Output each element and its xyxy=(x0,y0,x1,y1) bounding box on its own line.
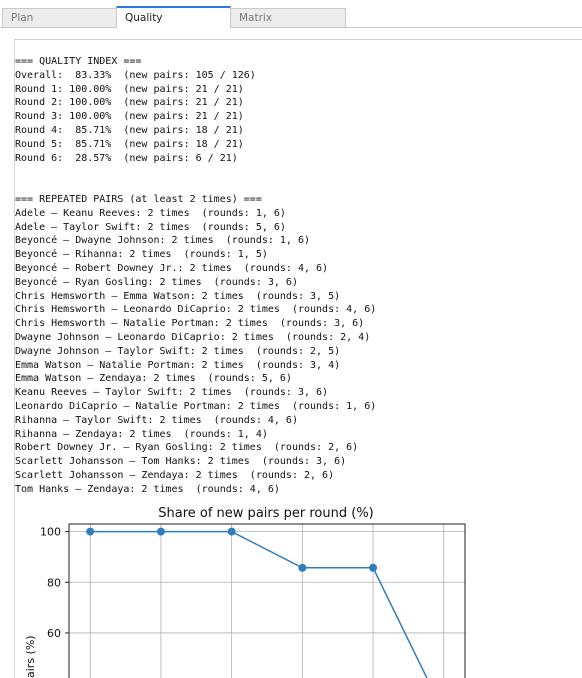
report-line: Rihanna – Zendaya: 2 times (rounds: 1, 4… xyxy=(15,428,268,440)
report-line: Dwayne Johnson – Taylor Swift: 2 times (… xyxy=(15,345,341,357)
report-line: Chris Hemsworth – Natalie Portman: 2 tim… xyxy=(15,318,365,330)
report-line: Overall: 83.33% (new pairs: 105 / 126) xyxy=(15,69,256,81)
data-point xyxy=(86,527,95,536)
report-line: Adele – Taylor Swift: 2 times (rounds: 5… xyxy=(15,221,286,233)
data-point xyxy=(298,563,307,572)
report-line: Emma Watson – Natalie Portman: 2 times (… xyxy=(15,359,341,371)
report-line: Round 3: 100.00% (new pairs: 21 / 21) xyxy=(15,111,244,123)
report-line: === REPEATED PAIRS (at least 2 times) ==… xyxy=(15,193,262,205)
tab-plan[interactable]: Plan xyxy=(2,8,117,27)
report-line: Round 1: 100.00% (new pairs: 21 / 21) xyxy=(15,83,244,95)
report-line xyxy=(15,165,575,179)
report-line: Adele – Keanu Reeves: 2 times (rounds: 1… xyxy=(15,207,286,219)
report-line: Keanu Reeves – Taylor Swift: 2 times (ro… xyxy=(15,387,329,399)
report-line: Beyoncé – Robert Downey Jr.: 2 times (ro… xyxy=(15,262,329,274)
report-line: === QUALITY INDEX === xyxy=(15,56,142,67)
report-line: Round 6: 28.57% (new pairs: 6 / 21) xyxy=(15,152,238,164)
tab-quality[interactable]: Quality xyxy=(116,6,231,28)
report-line: Chris Hemsworth – Leonardo DiCaprio: 2 t… xyxy=(15,304,377,316)
report-line xyxy=(15,179,575,193)
report-line: Round 2: 100.00% (new pairs: 21 / 21) xyxy=(15,97,244,109)
report-line: Round 4: 85.71% (new pairs: 18 / 21) xyxy=(15,124,244,136)
chart-title: Share of new pairs per round (%) xyxy=(158,506,374,521)
data-point xyxy=(156,527,165,536)
chart-grid xyxy=(69,524,465,678)
tab-bar: Plan Quality Matrix xyxy=(0,0,582,28)
data-point xyxy=(227,527,236,536)
report-line: Round 5: 85.71% (new pairs: 18 / 21) xyxy=(15,138,244,150)
new-pairs-chart: Share of new pairs per round (%) 100 80 60… xyxy=(24,506,466,678)
y-axis-ticks: 100 80 60 xyxy=(40,526,69,640)
output-panel xyxy=(14,39,582,678)
y-tick-label: 80 xyxy=(47,576,61,589)
report-line: Rihanna – Taylor Swift: 2 times (rounds:… xyxy=(15,414,298,426)
quality-report-text: === QUALITY INDEX === Overall: 83.33% (ne… xyxy=(15,55,575,497)
tab-matrix[interactable]: Matrix xyxy=(230,8,346,27)
report-line: Chris Hemsworth – Emma Watson: 2 times (… xyxy=(15,290,341,302)
y-tick-label: 60 xyxy=(47,627,61,640)
report-line: Emma Watson – Zendaya: 2 times (rounds: … xyxy=(15,373,292,385)
report-line: Dwayne Johnson – Leonardo DiCaprio: 2 ti… xyxy=(15,331,371,343)
y-tick-label: 100 xyxy=(40,526,61,539)
data-point xyxy=(369,563,378,572)
report-line: Leonardo DiCaprio – Natalie Portman: 2 t… xyxy=(15,400,377,412)
quality-tab-content: === QUALITY INDEX === Overall: 83.33% (ne… xyxy=(0,28,582,678)
report-line: Beyoncé – Ryan Gosling: 2 times (rounds:… xyxy=(15,276,298,288)
report-line: Beyoncé – Rihanna: 2 times (rounds: 1, 5… xyxy=(15,249,268,261)
tab-bar-divider xyxy=(0,27,582,28)
series-line xyxy=(90,530,428,678)
chart-plot-frame xyxy=(68,523,466,678)
report-line: Robert Downey Jr. – Ryan Gosling: 2 time… xyxy=(15,442,359,454)
series-points xyxy=(86,527,378,572)
report-line: Scarlett Johansson – Tom Hanks: 2 times … xyxy=(15,456,347,468)
report-line: Scarlett Johansson – Zendaya: 2 times (r… xyxy=(15,469,335,481)
y-axis-label: airs (%) xyxy=(24,635,37,678)
report-line: Beyoncé – Dwayne Johnson: 2 times (round… xyxy=(15,235,311,247)
report-line: Tom Hanks – Zendaya: 2 times (rounds: 4,… xyxy=(15,483,280,495)
